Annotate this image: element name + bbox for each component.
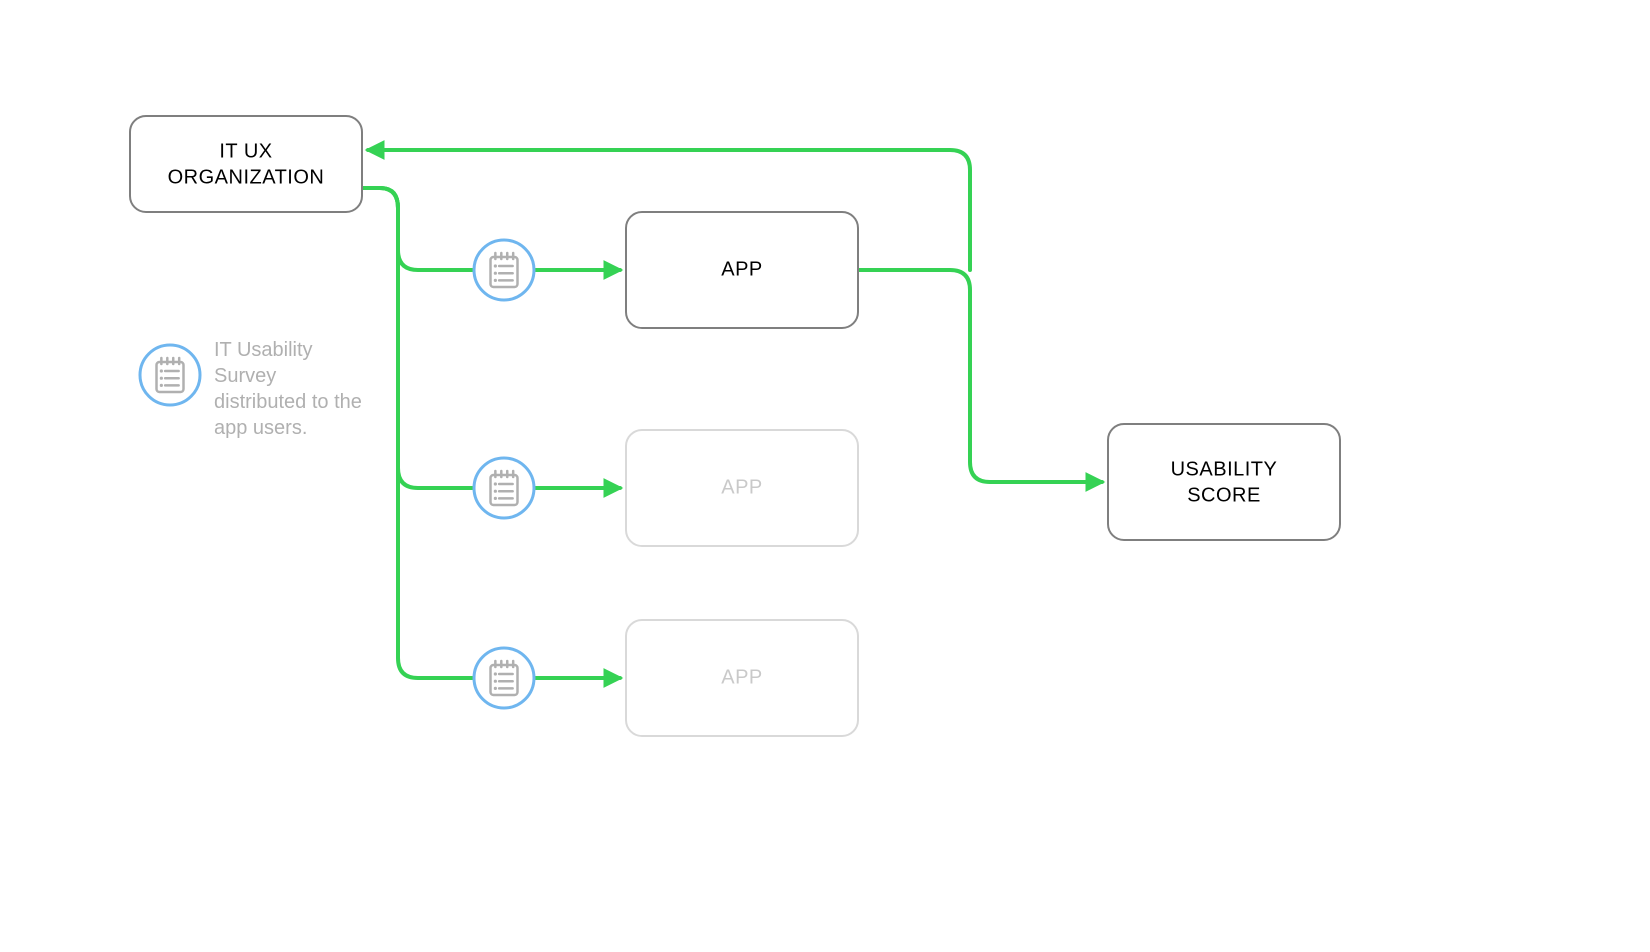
edge-org-to-icon-1 [362,188,472,270]
legend-text-line: app users. [214,417,307,439]
legend-text-line: distributed to the [214,391,362,413]
node-app3: APP [626,620,858,736]
legend-survey-icon [140,345,200,405]
node-app3-label: APP [721,666,763,688]
node-app1: APP [626,212,858,328]
node-app1-label: APP [721,258,763,280]
survey-icon [474,458,534,518]
icons-layer [474,240,534,708]
legend-layer: IT Usability Survey distributed to the app … [140,339,362,439]
node-score: USABILITY SCORE [1108,424,1340,540]
nodes-layer: IT UX ORGANIZATION APP APP APP USABILITY SCORE [130,116,1340,736]
survey-icon [474,648,534,708]
node-org-label2: ORGANIZATION [168,166,325,188]
node-app2-label: APP [721,476,763,498]
survey-icon [474,240,534,300]
edge-org-to-icon-2 [362,188,472,488]
node-app2: APP [626,430,858,546]
node-score-label2: SCORE [1187,484,1261,506]
node-org-label1: IT UX [219,140,272,162]
node-org: IT UX ORGANIZATION [130,116,362,212]
edge-org-to-icon-3 [362,188,472,678]
edge-app-to-score [858,270,1102,482]
legend-text-line: Survey [214,365,276,387]
node-score-label1: USABILITY [1171,458,1278,480]
legend-text-line: IT Usability [214,339,313,361]
